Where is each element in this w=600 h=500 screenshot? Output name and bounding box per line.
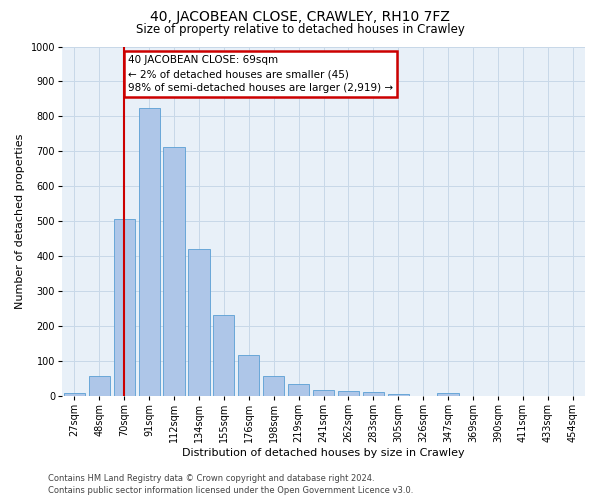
- Bar: [139, 108, 160, 396]
- Bar: [113, 220, 135, 396]
- Text: 40 JACOBEAN CLOSE: 69sqm
← 2% of detached houses are smaller (45)
98% of semi-de: 40 JACOBEAN CLOSE: 69sqm ← 2% of detache…: [128, 55, 393, 93]
- Bar: [238, 355, 259, 396]
- Bar: [363, 392, 384, 396]
- Text: 40, JACOBEAN CLOSE, CRAWLEY, RH10 7FZ: 40, JACOBEAN CLOSE, CRAWLEY, RH10 7FZ: [150, 10, 450, 24]
- Bar: [313, 390, 334, 396]
- Bar: [338, 390, 359, 396]
- Y-axis label: Number of detached properties: Number of detached properties: [15, 134, 25, 308]
- Bar: [163, 147, 185, 396]
- Bar: [437, 393, 458, 396]
- X-axis label: Distribution of detached houses by size in Crawley: Distribution of detached houses by size …: [182, 448, 465, 458]
- Bar: [213, 314, 235, 396]
- Text: Contains HM Land Registry data © Crown copyright and database right 2024.
Contai: Contains HM Land Registry data © Crown c…: [48, 474, 413, 495]
- Bar: [388, 394, 409, 396]
- Bar: [288, 384, 309, 396]
- Text: Size of property relative to detached houses in Crawley: Size of property relative to detached ho…: [136, 22, 464, 36]
- Bar: [263, 376, 284, 396]
- Bar: [89, 376, 110, 396]
- Bar: [188, 249, 209, 396]
- Bar: [64, 393, 85, 396]
